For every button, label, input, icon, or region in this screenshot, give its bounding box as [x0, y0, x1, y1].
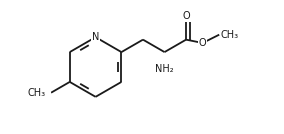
Text: O: O	[182, 11, 190, 21]
Text: CH₃: CH₃	[28, 88, 46, 98]
Text: N: N	[92, 32, 99, 42]
Text: NH₂: NH₂	[155, 64, 174, 74]
Text: CH₃: CH₃	[221, 30, 239, 40]
Text: O: O	[199, 38, 206, 48]
